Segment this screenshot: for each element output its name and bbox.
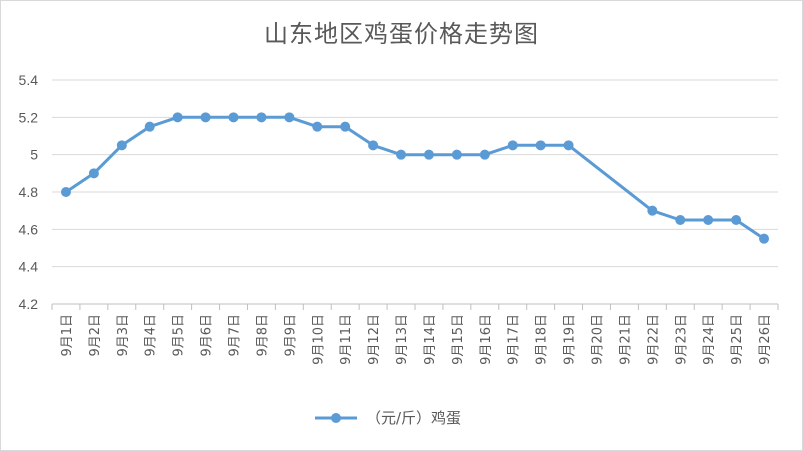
x-tick-label: 9月21日 — [618, 314, 633, 365]
x-tick-label: 9月6日 — [200, 314, 215, 357]
data-point — [88, 168, 99, 179]
legend-label: （元/斤）鸡蛋 — [366, 409, 461, 427]
x-tick-label: 9月14日 — [423, 314, 438, 365]
series-line — [65, 115, 765, 240]
data-point — [312, 121, 323, 132]
data-point — [200, 112, 211, 123]
data-point — [423, 149, 434, 160]
y-tick-label: 4.8 — [19, 184, 39, 200]
x-tick-label: 9月8日 — [255, 314, 270, 357]
x-tick-label: 9月17日 — [507, 314, 522, 365]
data-point — [703, 215, 714, 225]
x-tick-label: 9月9日 — [283, 314, 298, 357]
y-tick-label: 4.6 — [19, 221, 39, 237]
data-point — [675, 215, 686, 225]
data-point — [731, 215, 742, 225]
legend-marker-swatch — [331, 413, 341, 423]
x-tick-label: 9月23日 — [674, 314, 689, 365]
x-tick-label: 9月20日 — [591, 314, 606, 365]
data-point — [284, 112, 295, 123]
y-axis-ticks: 4.2 4.4 4.6 4.8 5 5.2 5.4 — [19, 72, 39, 312]
data-point — [368, 140, 379, 151]
chart-title: 山东地区鸡蛋价格走势图 — [264, 20, 539, 48]
x-tick-label: 9月22日 — [646, 314, 661, 365]
x-tick-label: 9月25日 — [730, 314, 745, 365]
data-point — [340, 121, 351, 132]
data-point — [759, 233, 770, 244]
x-tick-label: 9月7日 — [228, 314, 243, 357]
data-point — [563, 140, 574, 151]
x-tick-label: 9月19日 — [563, 314, 578, 365]
y-tick-label: 4.4 — [19, 259, 39, 275]
x-tick-label: 9月26日 — [758, 314, 773, 365]
x-tick-label: 9月2日 — [88, 314, 103, 357]
x-tick-label: 9月16日 — [479, 314, 494, 365]
data-point — [396, 149, 407, 160]
data-point — [647, 205, 658, 216]
x-tick-label: 9月18日 — [535, 314, 550, 365]
data-point — [451, 149, 462, 160]
x-tick-label: 9月3日 — [116, 314, 131, 357]
x-tick-label: 9月13日 — [395, 314, 410, 365]
data-point — [479, 149, 490, 160]
x-tick-label: 9月1日 — [60, 314, 75, 357]
data-point — [535, 140, 546, 151]
x-axis — [51, 303, 779, 310]
data-point — [60, 187, 71, 197]
series-group — [60, 112, 770, 244]
x-tick-label: 9月5日 — [172, 314, 187, 357]
x-tick-label: 9月24日 — [702, 314, 717, 365]
data-point — [172, 112, 183, 123]
data-point — [256, 112, 267, 123]
y-tick-label: 5.4 — [19, 72, 39, 88]
data-point — [116, 140, 127, 151]
x-tick-label: 9月11日 — [339, 314, 354, 365]
x-axis-ticks: 9月1日 9月2日 9月3日 9月4日 9月5日 9月6日 9月7日 9月8日 9月9日 9月10… — [60, 314, 773, 365]
gridlines — [52, 79, 778, 268]
x-tick-label: 9月10日 — [311, 314, 326, 365]
data-point — [228, 112, 239, 123]
data-point — [507, 140, 518, 151]
x-tick-label: 9月15日 — [451, 314, 466, 365]
data-point — [144, 121, 155, 132]
x-tick-label: 9月12日 — [367, 314, 382, 365]
y-tick-label: 5 — [30, 147, 38, 163]
x-tick-label: 9月4日 — [144, 314, 159, 357]
y-tick-label: 4.2 — [19, 296, 39, 312]
y-tick-label: 5.2 — [19, 109, 39, 125]
legend: （元/斤）鸡蛋 — [315, 409, 461, 427]
